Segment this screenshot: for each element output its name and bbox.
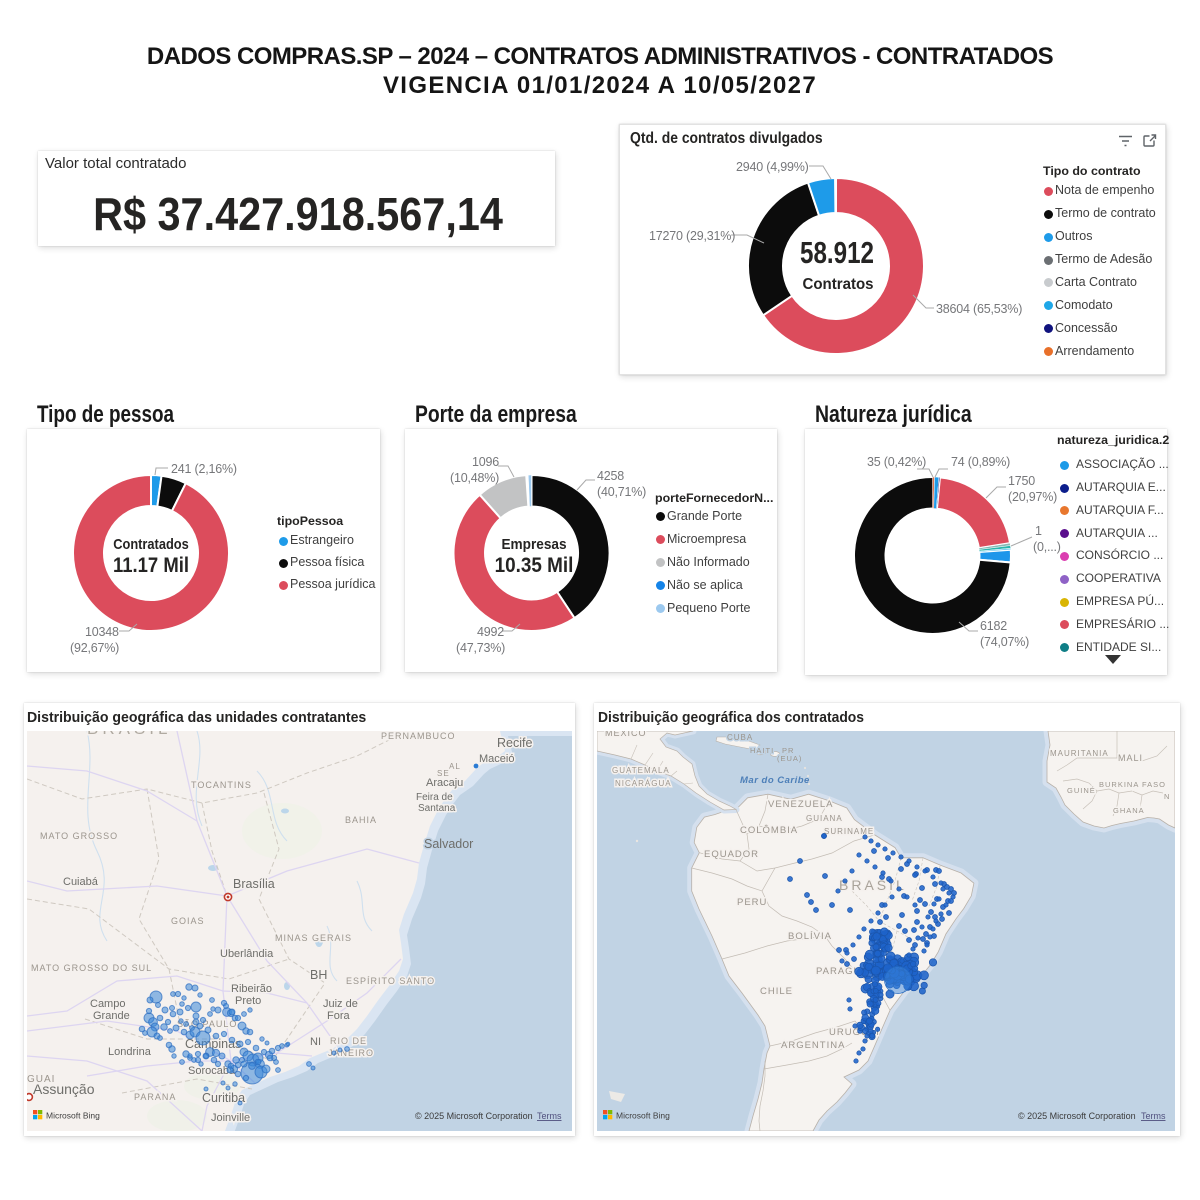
svg-text:Campo: Campo xyxy=(90,998,125,1010)
svg-text:Terms: Terms xyxy=(537,1111,562,1121)
svg-text:BH: BH xyxy=(310,968,327,982)
svg-text:Santana: Santana xyxy=(418,803,456,814)
svg-text:NI: NI xyxy=(310,1036,321,1048)
svg-text:ARGENTINA: ARGENTINA xyxy=(781,1040,845,1051)
svg-text:GOIAS: GOIAS xyxy=(171,916,205,926)
svg-text:Assunção: Assunção xyxy=(33,1081,95,1097)
svg-text:GUINÉ: GUINÉ xyxy=(1067,786,1096,795)
svg-text:MINAS GERAIS: MINAS GERAIS xyxy=(275,933,352,943)
svg-text:N: N xyxy=(1164,792,1170,801)
svg-text:PR: PR xyxy=(782,746,794,755)
svg-text:Terms: Terms xyxy=(1141,1111,1166,1121)
svg-text:MEXICO: MEXICO xyxy=(605,731,647,738)
svg-text:BAHIA: BAHIA xyxy=(345,815,377,825)
svg-text:© 2025 Microsoft Corporation: © 2025 Microsoft Corporation xyxy=(1018,1111,1136,1121)
svg-text:NICARÁGUA: NICARÁGUA xyxy=(615,779,672,788)
svg-text:MATO GROSSO DO SUL: MATO GROSSO DO SUL xyxy=(31,963,152,973)
svg-text:Uberlândia: Uberlândia xyxy=(220,948,274,960)
svg-text:MATO GROSSO: MATO GROSSO xyxy=(40,831,118,841)
svg-text:Aracaju: Aracaju xyxy=(426,777,463,789)
svg-text:Recife: Recife xyxy=(497,736,532,750)
svg-text:Joinville: Joinville xyxy=(211,1112,250,1124)
svg-text:AL: AL xyxy=(449,762,461,771)
svg-text:HAITI: HAITI xyxy=(750,746,774,755)
svg-text:VENEZUELA: VENEZUELA xyxy=(768,799,834,810)
svg-text:© 2025 Microsoft Corporation: © 2025 Microsoft Corporation xyxy=(415,1111,533,1121)
svg-text:Grande: Grande xyxy=(93,1010,130,1022)
svg-text:CUBA: CUBA xyxy=(727,733,753,742)
svg-text:Maceió: Maceió xyxy=(479,753,514,765)
svg-text:SE: SE xyxy=(437,769,450,778)
svg-text:(EUA): (EUA) xyxy=(777,754,802,763)
svg-text:CHILE: CHILE xyxy=(760,986,793,997)
svg-text:BRASIL: BRASIL xyxy=(839,877,907,893)
svg-text:Feira de: Feira de xyxy=(416,792,453,803)
svg-text:BURKINA FASO: BURKINA FASO xyxy=(1099,780,1166,789)
svg-text:Sorocaba: Sorocaba xyxy=(188,1065,236,1077)
svg-text:Mar do Caribe: Mar do Caribe xyxy=(740,775,810,786)
svg-text:GUIANA: GUIANA xyxy=(806,814,843,823)
svg-text:BOLÍVIA: BOLÍVIA xyxy=(788,931,832,942)
svg-text:MALI: MALI xyxy=(1118,753,1143,763)
svg-text:GUAI: GUAI xyxy=(27,1074,55,1085)
svg-text:PARANA: PARANA xyxy=(134,1092,176,1102)
svg-text:Salvador: Salvador xyxy=(424,837,473,851)
svg-text:PERU: PERU xyxy=(737,897,767,908)
svg-text:EQUADOR: EQUADOR xyxy=(704,849,759,860)
svg-text:SURINAME: SURINAME xyxy=(824,827,874,836)
svg-text:PERNAMBUCO: PERNAMBUCO xyxy=(381,731,456,741)
svg-text:Microsoft Bing: Microsoft Bing xyxy=(46,1111,100,1121)
svg-text:ESPÍRITO SANTO: ESPÍRITO SANTO xyxy=(346,976,435,986)
svg-text:TOCANTINS: TOCANTINS xyxy=(191,780,252,790)
svg-text:Microsoft Bing: Microsoft Bing xyxy=(616,1111,670,1121)
svg-text:Ribeirão: Ribeirão xyxy=(231,983,272,995)
svg-text:GUATEMALA: GUATEMALA xyxy=(612,766,670,775)
svg-text:Preto: Preto xyxy=(235,995,261,1007)
svg-text:Cuiabá: Cuiabá xyxy=(63,876,99,888)
svg-text:BRASIL: BRASIL xyxy=(87,731,171,738)
svg-text:Londrina: Londrina xyxy=(108,1046,152,1058)
svg-text:PARAGUA: PARAGUA xyxy=(816,966,869,977)
svg-text:GHANA: GHANA xyxy=(1113,806,1145,815)
svg-text:COLÔMBIA: COLÔMBIA xyxy=(740,825,798,836)
svg-text:Juiz de: Juiz de xyxy=(323,998,358,1010)
svg-text:RIO DE: RIO DE xyxy=(330,1036,367,1046)
svg-text:Brasília: Brasília xyxy=(233,877,275,891)
svg-text:Fora: Fora xyxy=(327,1010,351,1022)
svg-text:Curitiba: Curitiba xyxy=(202,1091,245,1105)
svg-text:MAURITANIA: MAURITANIA xyxy=(1050,749,1109,758)
